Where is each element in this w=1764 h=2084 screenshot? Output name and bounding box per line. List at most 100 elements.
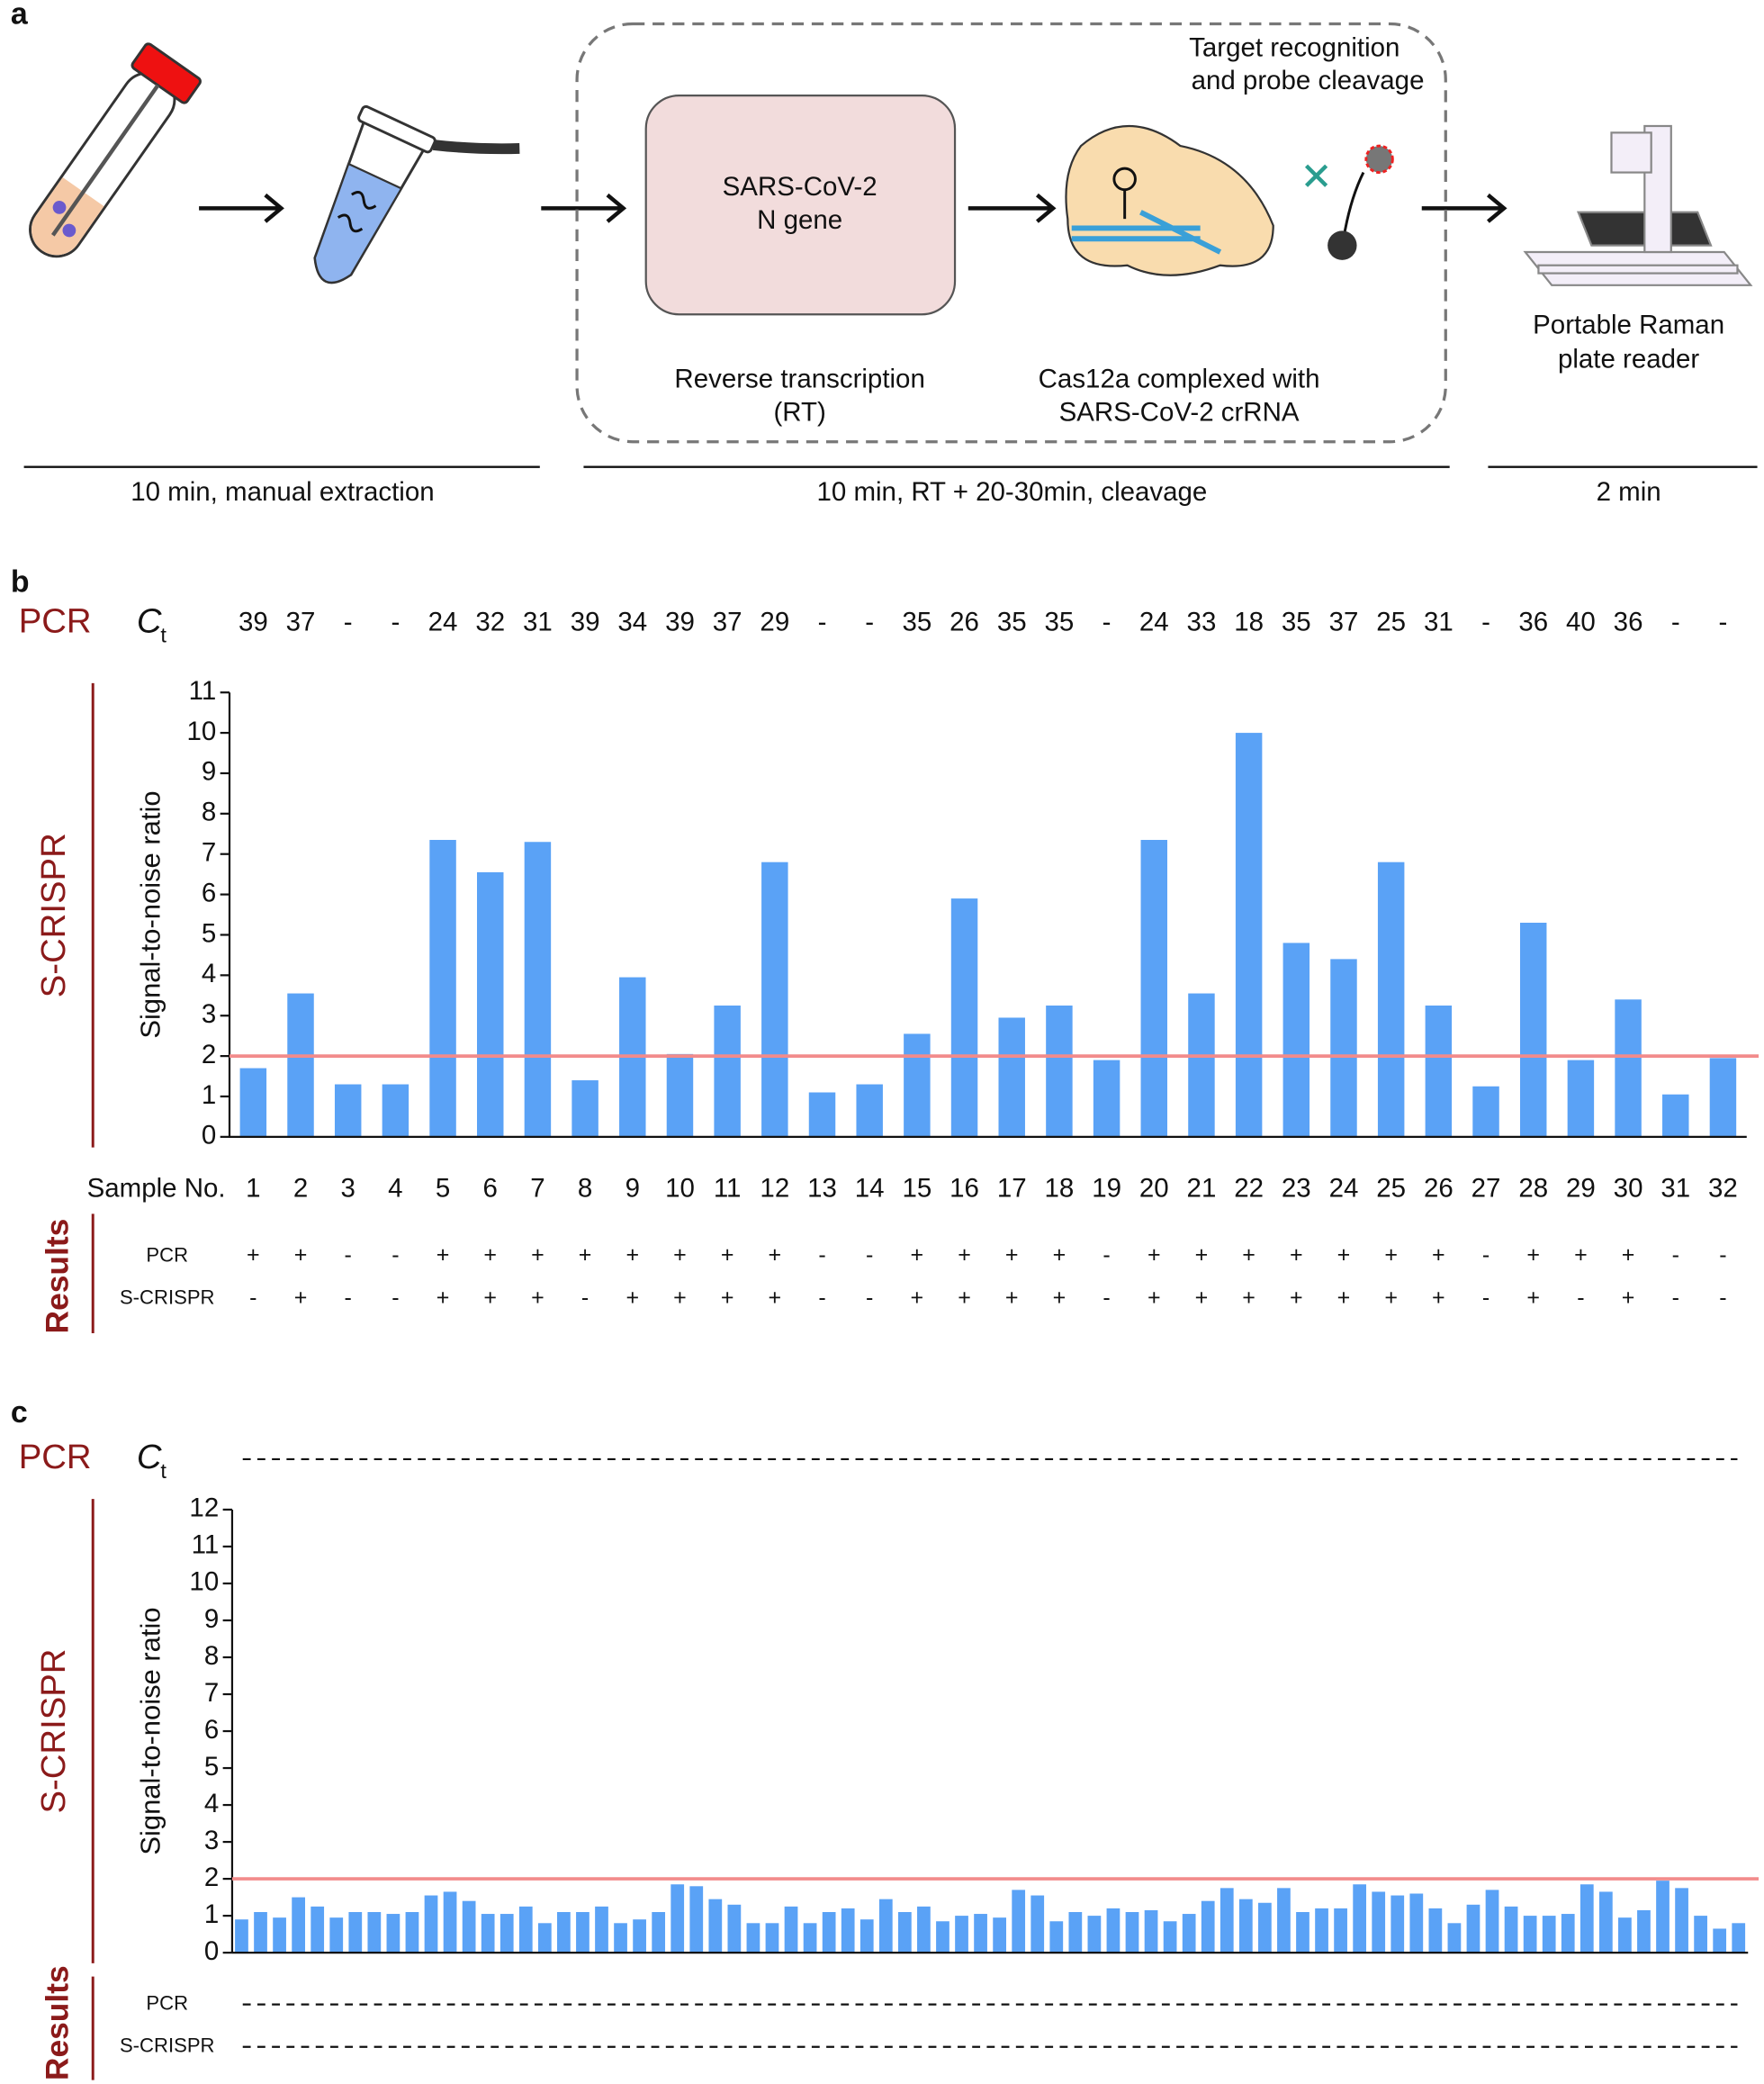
bar [1163, 1921, 1177, 1953]
bar [652, 1911, 666, 1953]
bar [1201, 1900, 1215, 1953]
bar [424, 1895, 438, 1953]
y-tick-label: 9 [202, 757, 216, 787]
result-value: + [436, 1285, 450, 1310]
bar [429, 840, 456, 1137]
bar [955, 1916, 968, 1953]
bar [235, 1919, 248, 1953]
bar [367, 1911, 382, 1953]
reader-icon [1523, 124, 1753, 286]
ct-value: 36 [1518, 607, 1548, 636]
x-tick-label: 31 [1660, 1174, 1690, 1204]
result-value: - [392, 1242, 399, 1268]
bar [1140, 840, 1168, 1137]
bar [1315, 1908, 1328, 1953]
bar [670, 1884, 685, 1953]
bar [1675, 1888, 1688, 1953]
result-value: - [1672, 1285, 1679, 1310]
result-value: - [1577, 1285, 1584, 1310]
x-tick-label: 21 [1187, 1174, 1217, 1204]
x-axis-label: Sample No. [87, 1174, 226, 1204]
result-row-label: PCR [146, 1243, 188, 1266]
bar [904, 1033, 931, 1137]
bar [557, 1911, 571, 1953]
x-tick-label: 14 [855, 1174, 885, 1204]
x-tick-label: 27 [1472, 1174, 1501, 1204]
bar [714, 1006, 741, 1137]
results-label: Results [40, 1219, 76, 1334]
result-value: + [483, 1242, 497, 1268]
ct-value: 32 [475, 607, 505, 636]
y-tick-label: 4 [202, 959, 216, 988]
ct-value: 37 [1329, 607, 1359, 636]
note-text: Target recognition [1189, 32, 1400, 62]
ct-value: 29 [760, 607, 789, 636]
ct-value: 33 [1187, 607, 1217, 636]
y-tick-label: 3 [202, 999, 216, 1029]
result-value: + [1148, 1285, 1161, 1310]
bar [727, 1904, 742, 1953]
result-value: + [1053, 1242, 1066, 1268]
x-tick-label: 15 [902, 1174, 932, 1204]
bar [386, 1914, 400, 1953]
ct-value: 24 [428, 607, 458, 636]
bar [917, 1906, 931, 1953]
result-value: + [1574, 1242, 1588, 1268]
result-value: + [769, 1242, 782, 1268]
y-tick-label: 11 [189, 676, 217, 706]
bar [537, 1923, 552, 1953]
bar [500, 1914, 514, 1953]
result-value: + [483, 1285, 497, 1310]
caption: Cas12a complexed with [1039, 365, 1320, 394]
bar [1598, 1891, 1613, 1953]
bar [1428, 1908, 1443, 1953]
result-value: + [1622, 1285, 1635, 1310]
bar [287, 993, 314, 1137]
ct-value: - [1102, 607, 1112, 636]
x-tick-label: 8 [578, 1174, 592, 1204]
result-value: + [1526, 1285, 1540, 1310]
result-value: + [1337, 1285, 1351, 1310]
bar [1334, 1908, 1347, 1953]
ct-value: 34 [617, 607, 647, 636]
swab-tube-icon [29, 42, 202, 258]
bar [822, 1911, 836, 1953]
ct-value: 31 [523, 607, 553, 636]
bar [950, 898, 978, 1137]
bar [239, 1068, 267, 1137]
result-value: - [392, 1285, 399, 1310]
bar [1182, 1914, 1196, 1953]
method-label: S-CRISPR [34, 1649, 73, 1814]
bar [1046, 1006, 1073, 1137]
x-tick-label: 17 [997, 1174, 1027, 1204]
row-label: PCR [19, 1438, 92, 1476]
ct-value: - [344, 607, 353, 636]
result-value: + [1432, 1242, 1445, 1268]
result-row-label: S-CRISPR [120, 2034, 215, 2057]
bar [1087, 1916, 1102, 1953]
bar [1330, 959, 1357, 1137]
x-tick-label: 24 [1329, 1174, 1359, 1204]
timeline-text: 10 min, RT + 20-30min, cleavage [816, 477, 1207, 507]
bar [518, 1906, 533, 1953]
results-label: Results [40, 1965, 76, 2080]
result-value: + [1005, 1242, 1019, 1268]
x-tick-label: 23 [1282, 1174, 1311, 1204]
x-tick-label: 30 [1614, 1174, 1643, 1204]
bar [292, 1897, 306, 1953]
ct-value: 40 [1566, 607, 1596, 636]
x-tick-label: 16 [950, 1174, 979, 1204]
bar [1188, 993, 1215, 1137]
bar [1662, 1094, 1689, 1137]
bar [576, 1911, 590, 1953]
y-tick-label: 6 [202, 878, 216, 907]
x-tick-label: 1 [246, 1174, 260, 1204]
bar [841, 1908, 855, 1953]
bar [273, 1917, 286, 1953]
result-value: - [581, 1285, 589, 1310]
result-value: - [1719, 1242, 1726, 1268]
bar [1656, 1881, 1670, 1953]
result-value: - [249, 1285, 256, 1310]
result-value: + [911, 1242, 924, 1268]
caption: SARS-CoV-2 crRNA [1059, 398, 1300, 428]
